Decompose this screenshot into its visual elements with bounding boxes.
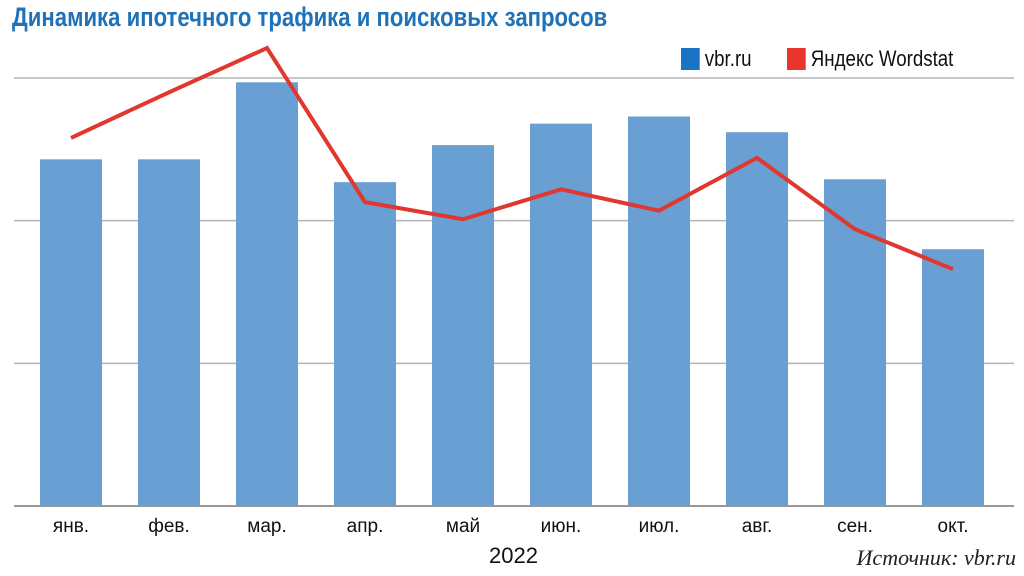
x-tick-label: янв. <box>53 516 89 537</box>
x-tick-label: окт. <box>938 516 969 537</box>
bar-2 <box>138 159 200 506</box>
bar-5 <box>432 145 494 506</box>
bar-8 <box>726 132 788 507</box>
x-tick-label: июн. <box>541 516 582 537</box>
bar-3 <box>236 82 298 506</box>
x-tick-label: май <box>446 516 480 537</box>
legend-swatch-wordstat <box>787 48 806 70</box>
x-tick-label: сен. <box>837 516 873 537</box>
x-axis-label: 2022 <box>489 543 538 568</box>
x-tick-label: фев. <box>148 516 190 537</box>
chart-title: Динамика ипотечного трафика и поисковых … <box>12 2 608 32</box>
legend-item-vbr: vbr.ru <box>681 46 752 72</box>
bar-10 <box>922 249 984 506</box>
bar-4 <box>334 182 396 506</box>
source-note: Источник: vbr.ru <box>856 545 1016 570</box>
bar-1 <box>40 159 102 506</box>
legend-item-wordstat: Яндекс Wordstat <box>787 46 953 72</box>
bar-6 <box>530 123 592 507</box>
legend-swatch-vbr <box>681 48 700 70</box>
legend-label-vbr: vbr.ru <box>704 46 752 71</box>
bar-9 <box>824 179 886 506</box>
x-tick-label: апр. <box>347 516 384 537</box>
bar-7 <box>628 116 690 507</box>
x-tick-label: июл. <box>639 516 680 537</box>
x-tick-label: мар. <box>247 516 286 537</box>
legend-label-wordstat: Яндекс Wordstat <box>810 46 954 71</box>
wordstat-line <box>70 45 954 272</box>
x-tick-label: авг. <box>742 516 773 537</box>
